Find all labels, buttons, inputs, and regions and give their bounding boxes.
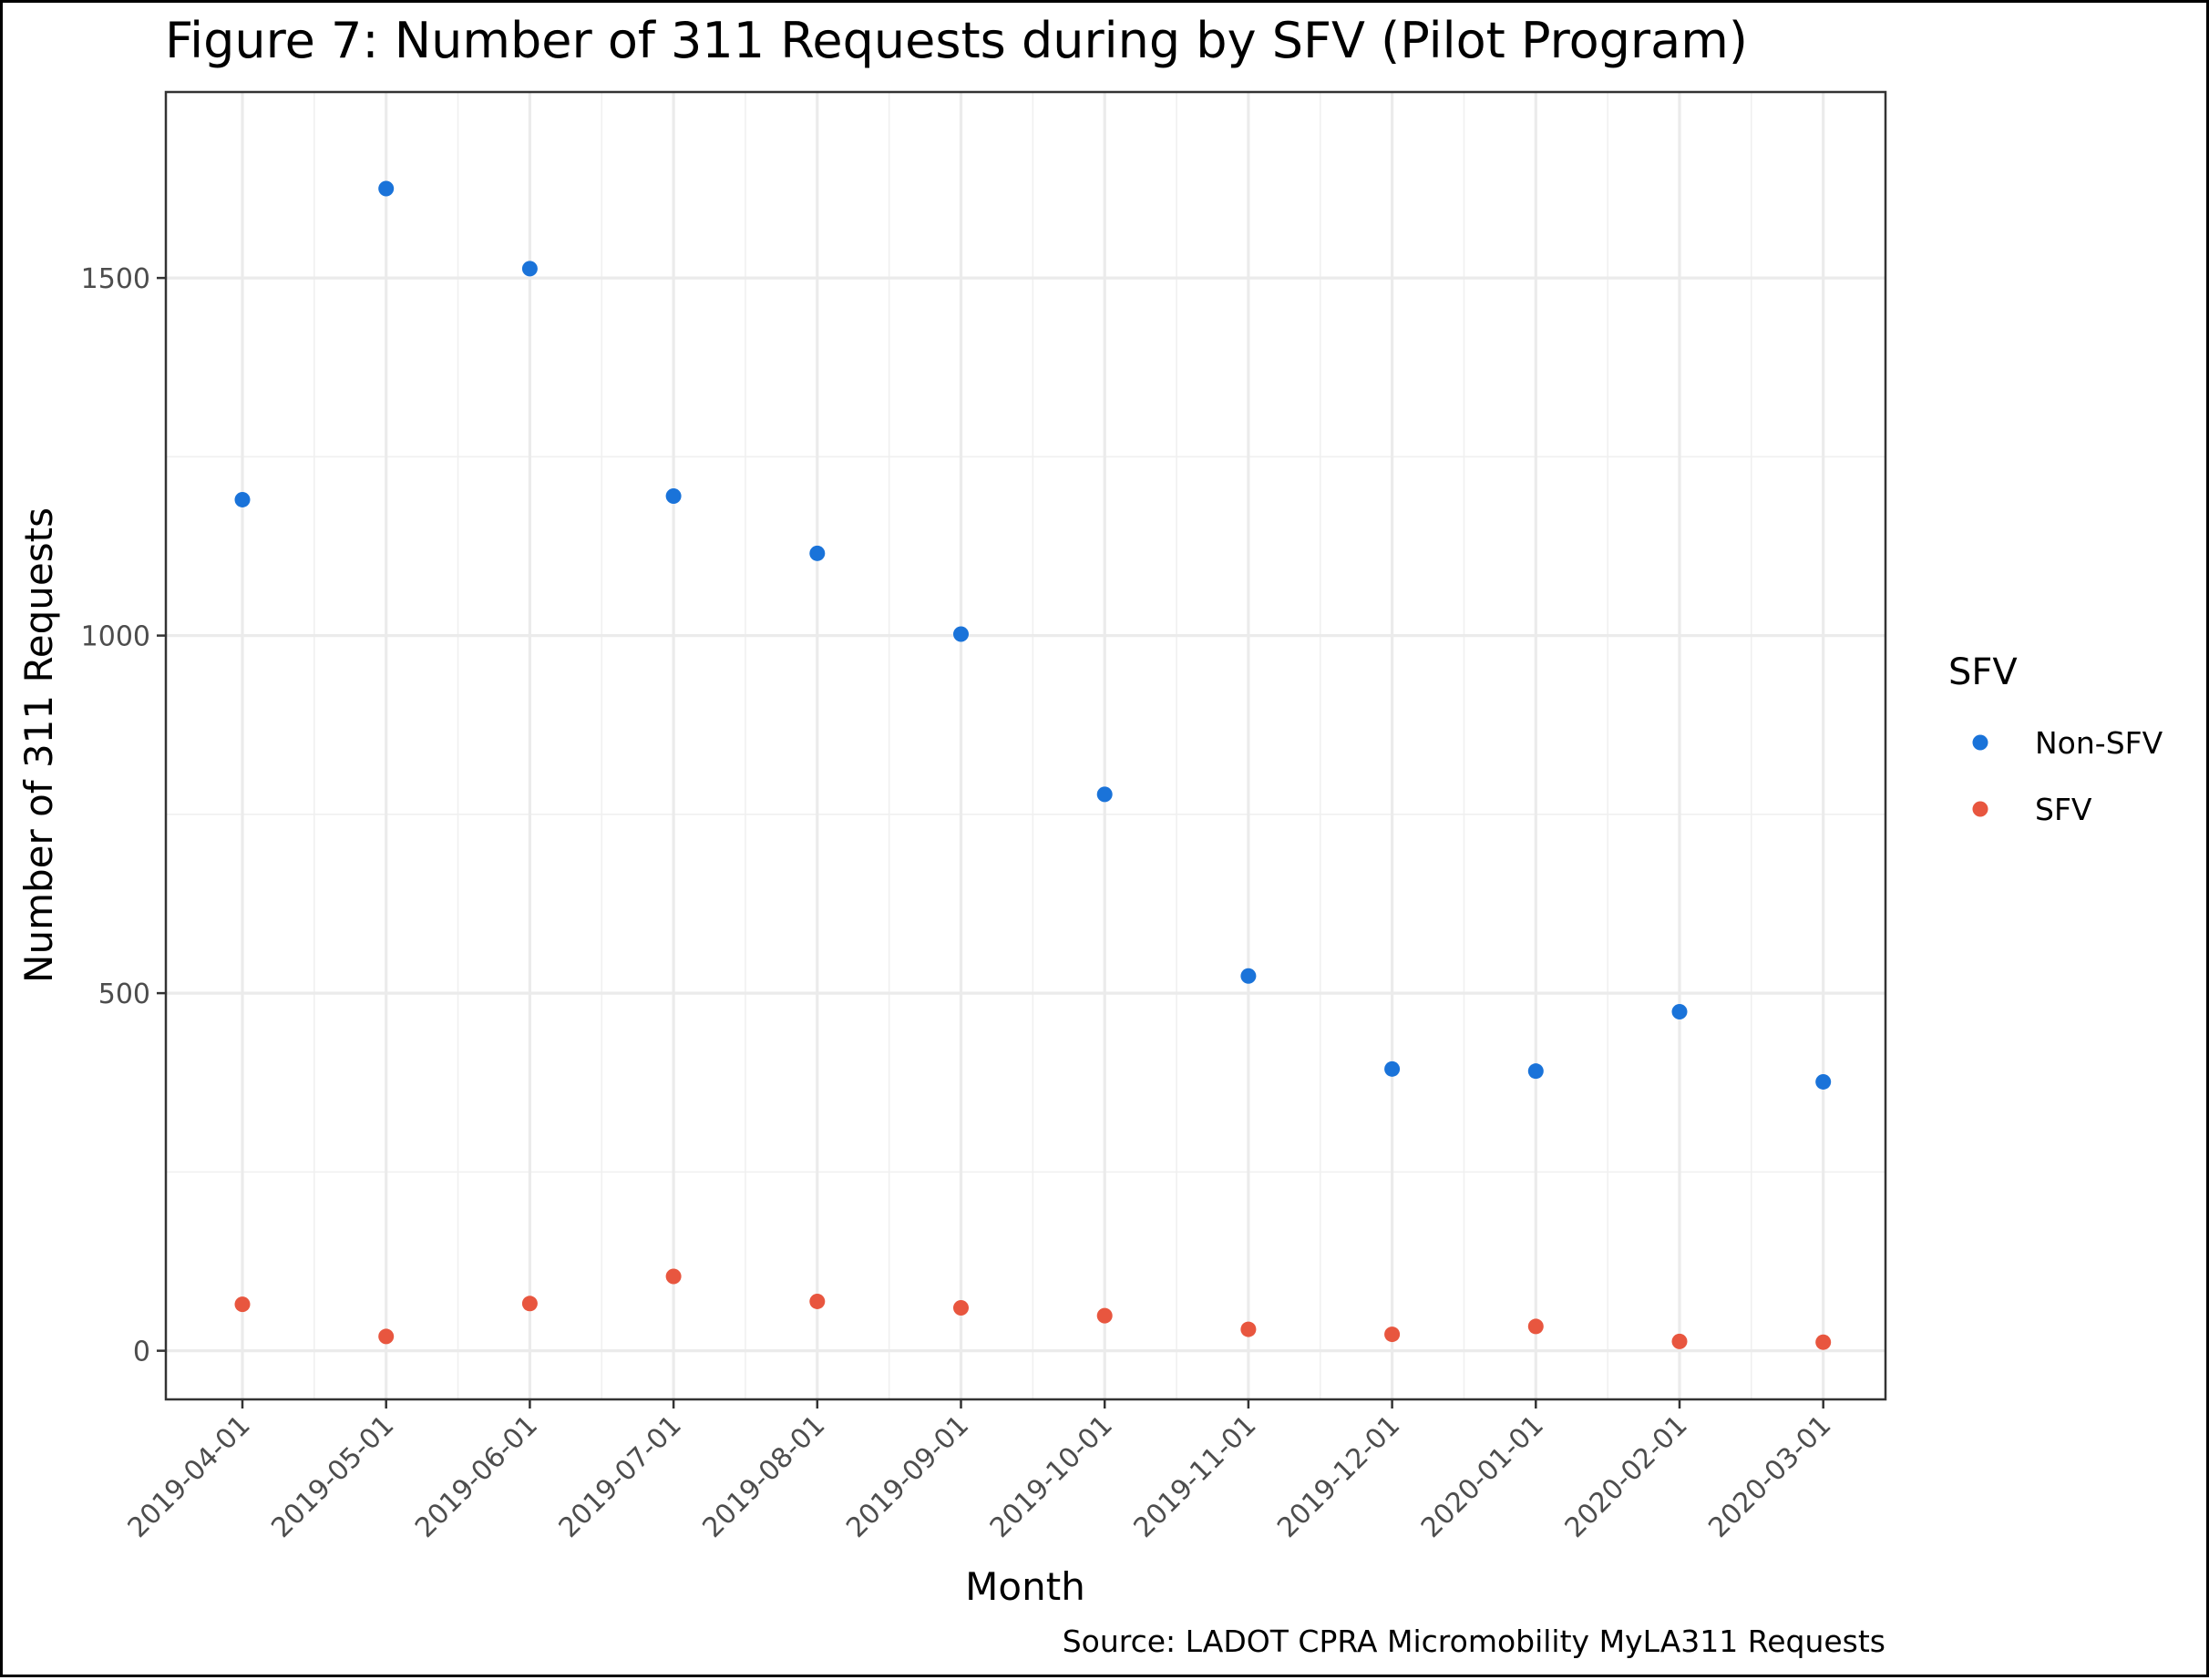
x-tick-label: 2020-02-01	[1559, 1409, 1694, 1544]
plot-border	[164, 90, 1887, 1401]
y-tick-label: 1000	[81, 621, 150, 653]
x-tick-label: 2019-06-01	[409, 1409, 544, 1544]
legend-key-sfv	[1972, 801, 1988, 817]
data-point-non-sfv	[953, 626, 969, 642]
data-point-sfv	[521, 1296, 538, 1312]
legend: SFV Non-SFV SFV	[1948, 651, 2163, 827]
x-tick-label: 2019-11-01	[1128, 1409, 1263, 1544]
data-point-non-sfv	[1671, 1004, 1688, 1020]
x-tick-label: 2019-10-01	[984, 1409, 1119, 1544]
x-tick-label: 2019-09-01	[840, 1409, 975, 1544]
plot-panel	[166, 92, 1885, 1399]
scatter-chart: Figure 7: Number of 311 Requests during …	[16, 12, 2163, 1659]
data-point-non-sfv	[1815, 1073, 1832, 1090]
x-tick-label: 2020-03-01	[1702, 1409, 1837, 1544]
y-tick-label: 1500	[81, 263, 150, 295]
data-point-sfv	[665, 1268, 682, 1285]
x-tick-label: 2019-12-01	[1271, 1409, 1406, 1544]
x-tick-label: 2020-01-01	[1415, 1409, 1550, 1544]
data-point-sfv	[1384, 1327, 1401, 1343]
data-points	[234, 180, 1832, 1350]
data-point-sfv	[1527, 1318, 1544, 1335]
data-point-sfv	[1671, 1333, 1688, 1349]
y-tick-label: 500	[98, 978, 150, 1010]
data-point-sfv	[1815, 1334, 1832, 1350]
legend-title: SFV	[1948, 651, 2018, 693]
x-tick-label: 2019-04-01	[122, 1409, 257, 1544]
data-point-sfv	[953, 1300, 969, 1316]
x-axis-ticks: 2019-04-01 2019-05-01 2019-06-01 2019-07-01…	[122, 1399, 1837, 1544]
data-point-non-sfv	[1384, 1060, 1401, 1077]
data-point-non-sfv	[1096, 786, 1113, 803]
minor-gridlines	[166, 92, 1885, 1399]
data-point-non-sfv	[378, 180, 395, 197]
y-tick-label: 0	[133, 1337, 150, 1368]
data-point-non-sfv	[1240, 968, 1257, 984]
data-point-non-sfv	[665, 488, 682, 505]
x-axis-title: Month	[965, 1564, 1085, 1609]
chart-title: Figure 7: Number of 311 Requests during …	[165, 12, 1748, 69]
data-point-sfv	[1096, 1307, 1113, 1324]
x-tick-label: 2019-08-01	[696, 1409, 831, 1544]
data-point-sfv	[1240, 1321, 1257, 1337]
data-point-non-sfv	[521, 261, 538, 277]
data-point-non-sfv	[1527, 1063, 1544, 1080]
data-point-sfv	[234, 1296, 251, 1313]
y-axis-title: Number of 311 Requests	[16, 507, 61, 983]
legend-key-non-sfv	[1972, 734, 1988, 751]
chart-caption: Source: LADOT CPRA Micromobility MyLA311…	[1063, 1624, 1885, 1659]
legend-label-non-sfv: Non-SFV	[2035, 725, 2163, 761]
y-axis-ticks: 0 500 1000 1500	[81, 263, 166, 1368]
data-point-sfv	[378, 1328, 395, 1345]
x-tick-label: 2019-05-01	[265, 1409, 400, 1544]
data-point-non-sfv	[234, 491, 251, 507]
legend-label-sfv: SFV	[2035, 792, 2092, 827]
x-tick-label: 2019-07-01	[553, 1409, 688, 1544]
data-point-sfv	[809, 1293, 826, 1309]
data-point-non-sfv	[809, 545, 826, 561]
major-gridlines	[166, 92, 1885, 1399]
